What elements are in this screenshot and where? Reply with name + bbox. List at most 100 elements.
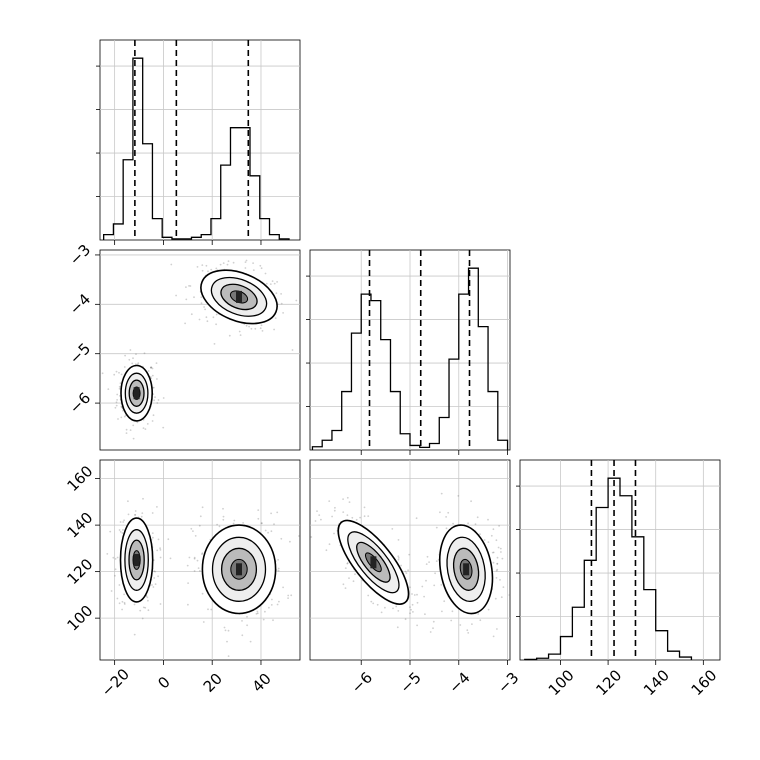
- sample-point: [157, 399, 160, 401]
- sample-point: [411, 603, 414, 606]
- sample-point: [466, 629, 469, 632]
- sample-point: [342, 511, 345, 513]
- sample-point: [370, 600, 373, 603]
- x-ticks: [114, 240, 262, 245]
- sample-point: [351, 516, 354, 519]
- sample-point: [487, 608, 490, 611]
- sample-point: [144, 428, 147, 430]
- sample-point: [156, 402, 159, 404]
- sample-point: [132, 357, 134, 360]
- x-tick-label: 20: [200, 670, 226, 696]
- sample-point: [123, 519, 125, 522]
- sample-point: [223, 626, 226, 629]
- sample-point: [132, 424, 135, 427]
- sample-point: [334, 506, 336, 509]
- sample-point: [415, 517, 418, 520]
- sample-point: [256, 612, 259, 615]
- sample-point: [496, 562, 499, 565]
- sample-point: [238, 330, 241, 333]
- sample-point: [487, 541, 490, 543]
- sample-point: [109, 530, 112, 533]
- sample-point: [278, 600, 280, 603]
- density-peak: [236, 290, 242, 303]
- sample-point: [241, 634, 244, 637]
- quantile-layer: [590, 460, 637, 660]
- sample-point: [118, 584, 121, 586]
- sample-point: [256, 610, 259, 613]
- sample-point: [495, 577, 498, 579]
- sample-point: [205, 316, 208, 319]
- sample-point: [118, 387, 121, 390]
- sample-point: [190, 527, 193, 530]
- sample-point: [255, 612, 258, 615]
- sample-point: [264, 610, 266, 613]
- x-tick-label: 100: [545, 666, 578, 699]
- x-ticks: −6 −5 −4 −3: [348, 660, 522, 697]
- sample-point: [118, 602, 121, 605]
- sample-point: [232, 522, 235, 525]
- sample-point: [199, 570, 201, 572]
- sample-point: [133, 633, 136, 636]
- sample-point: [407, 569, 409, 572]
- sample-point: [445, 516, 447, 518]
- sample-point: [280, 302, 283, 305]
- sample-point: [354, 573, 356, 576]
- sample-point: [474, 523, 477, 526]
- sample-point: [325, 549, 328, 552]
- grid-layer: [310, 250, 510, 450]
- sample-point: [260, 324, 263, 327]
- sample-point: [142, 606, 145, 609]
- sample-point: [127, 513, 130, 516]
- sample-point: [120, 373, 123, 376]
- sample-point: [154, 583, 157, 585]
- sample-point: [122, 529, 124, 531]
- sample-point: [492, 528, 495, 531]
- panel-contour-param-1-param-3: −20 0 20 40 160 140 120 100: [64, 459, 301, 700]
- sample-point: [152, 414, 155, 417]
- quantile-layer: [368, 250, 471, 450]
- sample-point: [121, 600, 124, 603]
- sample-point: [205, 264, 208, 267]
- sample-point: [216, 523, 219, 526]
- sample-point: [227, 260, 230, 263]
- sample-point: [136, 421, 139, 424]
- sample-point: [411, 593, 413, 595]
- sample-point: [185, 286, 187, 288]
- sample-point: [201, 552, 204, 555]
- sample-point: [123, 603, 126, 605]
- sample-point: [333, 509, 336, 512]
- sample-point: [154, 396, 156, 398]
- sample-point: [342, 498, 344, 500]
- sample-point: [298, 535, 300, 537]
- sample-point: [119, 521, 122, 523]
- sample-point: [396, 626, 399, 629]
- sample-point: [202, 621, 205, 623]
- sample-point: [186, 564, 189, 567]
- sample-point: [116, 597, 119, 600]
- sample-point: [127, 500, 129, 503]
- sample-point: [405, 572, 408, 574]
- sample-point: [190, 313, 193, 316]
- sample-point: [169, 557, 172, 560]
- x-tick-label: −20: [98, 665, 133, 700]
- sample-point: [151, 367, 154, 370]
- sample-point: [440, 584, 443, 586]
- sample-point: [432, 627, 434, 630]
- sample-point: [222, 518, 225, 521]
- sample-point: [242, 522, 245, 524]
- sample-point: [492, 551, 495, 554]
- sample-point: [261, 330, 264, 332]
- sample-point: [440, 492, 443, 495]
- sample-point: [397, 610, 400, 612]
- sample-point: [210, 608, 213, 611]
- sample-point: [459, 624, 462, 626]
- y-tick-label: 100: [64, 602, 97, 635]
- sample-point: [273, 523, 275, 526]
- sample-point: [151, 512, 154, 514]
- sample-point: [380, 611, 383, 614]
- sample-point: [128, 358, 131, 361]
- sample-point: [134, 514, 136, 516]
- sample-point: [239, 334, 242, 336]
- sample-point: [494, 597, 497, 600]
- sample-point: [245, 324, 248, 327]
